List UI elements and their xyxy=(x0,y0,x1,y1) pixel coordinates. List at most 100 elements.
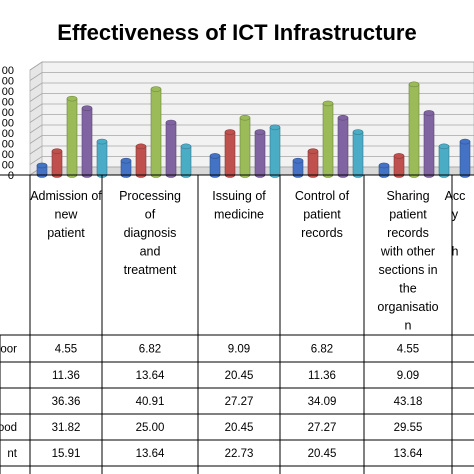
svg-text:with other: with other xyxy=(380,245,435,259)
svg-text:n: n xyxy=(405,319,412,333)
bar xyxy=(224,129,236,178)
table-cell: 9.09 xyxy=(397,370,419,382)
table-cell: 20.45 xyxy=(225,370,254,382)
plot-background xyxy=(28,61,474,176)
svg-text:medicine: medicine xyxy=(214,208,264,222)
svg-text:the: the xyxy=(399,282,416,296)
table-cell: 6.82 xyxy=(139,344,161,356)
table-cell: 43.18 xyxy=(394,396,423,408)
gridline xyxy=(29,61,474,71)
category-label: Sharing patient records with other sections … xyxy=(377,189,438,333)
y-tick-label: 00 xyxy=(2,149,14,161)
table-cell: 36.36 xyxy=(52,396,81,408)
table-cell: 9.09 xyxy=(228,344,250,356)
y-tick-label: 00 xyxy=(2,107,14,119)
y-tick-label: 00 xyxy=(2,118,14,130)
data-table: Admission of new patient Processing of diagno… xyxy=(0,174,474,474)
bar xyxy=(180,143,192,178)
bar xyxy=(254,129,266,178)
row-label: nt xyxy=(7,448,17,460)
y-tick-label: 00 xyxy=(2,86,14,98)
gridline xyxy=(29,72,474,81)
y-tick-label: 00 xyxy=(2,139,14,151)
row-label: ood xyxy=(0,422,17,434)
svg-text:Processing: Processing xyxy=(119,189,181,203)
table-cell: 4.55 xyxy=(397,344,419,356)
svg-text:patient: patient xyxy=(389,208,427,222)
svg-text:Issuing of: Issuing of xyxy=(212,189,266,203)
bar xyxy=(209,153,221,178)
table-cell: 29.55 xyxy=(394,422,423,434)
y-tick-label: 00 xyxy=(2,97,14,109)
category-label: Control of patient records xyxy=(295,189,350,240)
table-cell: 13.64 xyxy=(394,448,423,460)
table-cell: 13.64 xyxy=(136,370,165,382)
bar xyxy=(378,162,390,178)
svg-text:Admission of: Admission of xyxy=(30,189,102,203)
svg-text:new: new xyxy=(55,208,79,222)
y-tick-label: 00 xyxy=(2,160,14,172)
bar xyxy=(96,138,108,178)
svg-text:sections in: sections in xyxy=(378,263,437,277)
bar xyxy=(269,124,281,178)
table-cell: 13.64 xyxy=(136,448,165,460)
bar xyxy=(239,114,251,178)
chart-title: Effectiveness of ICT Infrastructure xyxy=(57,20,416,45)
y-tick-label: 00 xyxy=(2,76,14,88)
table-cell: 27.27 xyxy=(225,396,254,408)
bar xyxy=(165,119,177,178)
bar xyxy=(423,110,435,178)
table-cell: 25.00 xyxy=(136,422,165,434)
floor xyxy=(28,166,474,176)
bar xyxy=(438,143,450,178)
row-label: oor xyxy=(0,344,17,356)
table-cell: 22.73 xyxy=(225,448,254,460)
svg-text:records: records xyxy=(301,226,343,240)
bar xyxy=(459,138,471,178)
svg-text:Control of: Control of xyxy=(295,189,350,203)
table-cell: 34.09 xyxy=(308,396,337,408)
bars xyxy=(36,81,471,178)
table-cell: 27.27 xyxy=(308,422,337,434)
category-label: Acc y h xyxy=(445,189,466,259)
table-cell: 31.82 xyxy=(52,422,81,434)
svg-text:Acc: Acc xyxy=(445,189,466,203)
svg-text:records: records xyxy=(387,226,429,240)
table-cell: 11.36 xyxy=(308,370,336,382)
bar xyxy=(81,105,93,178)
category-label: Issuing of medicine xyxy=(212,189,266,222)
svg-text:organisatio: organisatio xyxy=(377,300,438,314)
svg-text:of: of xyxy=(145,208,156,222)
bar xyxy=(352,129,364,178)
bar xyxy=(150,86,162,178)
svg-text:treatment: treatment xyxy=(124,263,177,277)
bar xyxy=(322,100,334,178)
bar xyxy=(307,148,319,178)
table-cell: 4.55 xyxy=(55,344,77,356)
bar xyxy=(408,81,420,178)
table-cell: 11.36 xyxy=(52,370,80,382)
svg-text:and: and xyxy=(140,245,161,259)
table-cell: 6.82 xyxy=(311,344,333,356)
table-cell: 15.91 xyxy=(52,448,81,460)
table-cell: 40.91 xyxy=(136,396,165,408)
gridline xyxy=(29,82,474,92)
bar xyxy=(51,148,63,178)
svg-text:diagnosis: diagnosis xyxy=(124,226,177,240)
category-label: Processing of diagnosis and treatment xyxy=(119,189,181,277)
svg-text:patient: patient xyxy=(47,226,85,240)
y-tick-label: 00 xyxy=(2,65,14,77)
svg-text:y: y xyxy=(452,208,459,222)
bar xyxy=(36,162,48,178)
bar xyxy=(393,153,405,178)
svg-text:patient: patient xyxy=(303,208,341,222)
svg-text:Sharing: Sharing xyxy=(386,189,429,203)
svg-text:h: h xyxy=(452,245,459,259)
table-cell: 20.45 xyxy=(308,448,337,460)
bar xyxy=(135,143,147,178)
y-tick-label: 00 xyxy=(2,128,14,140)
table-cell: 20.45 xyxy=(225,422,254,434)
category-label: Admission of new patient xyxy=(30,189,102,240)
